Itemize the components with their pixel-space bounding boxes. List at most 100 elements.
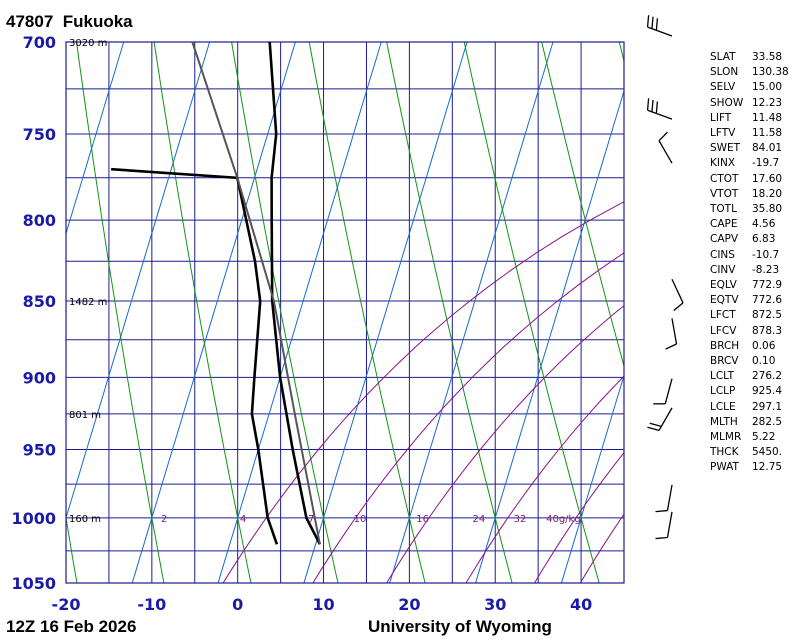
index-value: 4.56	[752, 218, 776, 231]
wind-barb-flag	[646, 15, 650, 28]
wind-barb-flag	[673, 302, 684, 312]
index-value: 0.10	[752, 355, 776, 368]
index-row: LIFT 11.48	[710, 111, 800, 126]
wind-barb-flag	[647, 426, 660, 432]
y-tick-label: 850	[23, 292, 56, 311]
y-tick-label: 1000	[11, 509, 56, 528]
index-value: 35.80	[752, 203, 783, 216]
index-value: 772.6	[752, 294, 783, 307]
index-row: VTOT 18.20	[710, 187, 800, 202]
index-value: -10.7	[752, 248, 780, 261]
index-name: CAPE	[710, 218, 738, 231]
index-row: MLMR 5.22	[710, 430, 800, 445]
index-name: LFTV	[710, 127, 736, 140]
stability-indices-panel: SLAT 33.58 SLON 130.38 SELV 15.00 SHOW 12.23 LIF…	[710, 50, 800, 476]
index-value: 878.3	[752, 324, 783, 337]
index-value: 12.23	[752, 96, 783, 109]
mixing-ratio-label: 2	[161, 514, 167, 525]
index-row: CAPE 4.56	[710, 217, 800, 232]
dry-adiabat-line	[386, 42, 513, 583]
x-tick-label: 40	[570, 595, 592, 614]
index-value: -8.23	[752, 263, 780, 276]
index-row: BRCH 0.06	[710, 339, 800, 354]
isotherm-line	[66, 42, 125, 236]
x-tick-label: 0	[232, 595, 243, 614]
wind-barb-shaft	[671, 318, 678, 345]
index-value: 33.58	[752, 51, 783, 63]
isotherm-line	[560, 373, 624, 583]
wind-barb-shaft	[664, 378, 673, 404]
dew-point-profile-line	[111, 167, 279, 545]
index-name: BRCH	[710, 339, 740, 352]
index-row: LCLE 297.1	[710, 400, 800, 415]
index-row: TOTL 35.80	[710, 202, 800, 217]
index-value: -19.7	[752, 157, 780, 170]
wind-barb-flag	[646, 98, 650, 111]
index-row: SELV 15.00	[710, 80, 800, 95]
index-value: 0.06	[752, 339, 776, 352]
index-value: 872.5	[752, 309, 783, 322]
index-row: LFCV 878.3	[710, 324, 800, 339]
index-row: LCLT 276.2	[710, 369, 800, 384]
wind-barb-shaft	[658, 407, 673, 431]
height-label: 801 m	[69, 410, 101, 421]
wind-barb-flag	[655, 18, 659, 31]
index-name: CAPV	[710, 233, 739, 246]
index-name: TOTL	[710, 203, 737, 216]
isotherm-line	[389, 42, 554, 583]
height-label: 1482 m	[69, 297, 107, 308]
y-tick-label: 700	[23, 33, 56, 52]
index-row: CINS -10.7	[710, 248, 800, 263]
isotherm-line	[0, 42, 38, 583]
dry-adiabat-line	[76, 42, 165, 583]
index-value: 11.48	[752, 111, 783, 124]
mixing-ratio-label: 24	[472, 514, 485, 525]
index-name: VTOT	[710, 187, 739, 200]
data-source: University of Wyoming	[368, 617, 552, 636]
index-row: SLON 130.38	[710, 65, 800, 80]
mixing-ratio-label: 16	[416, 514, 429, 525]
dry-adiabat-line	[231, 42, 339, 583]
mixing-ratio-label: 40g/kg	[546, 514, 581, 525]
wind-barb-shaft	[647, 109, 673, 120]
dry-adiabat-line	[308, 42, 426, 583]
dry-adiabat-line	[66, 514, 78, 583]
index-value: 5450.	[752, 446, 783, 459]
wind-barb-shaft	[666, 484, 673, 511]
index-row: MLTH 282.5	[710, 415, 800, 430]
observation-time: 12Z 16 Feb 2026	[6, 617, 137, 636]
station-id: 47807	[6, 12, 54, 31]
plot-frame	[65, 41, 625, 584]
x-tick-label: 20	[398, 595, 420, 614]
index-row: SWET 84.01	[710, 141, 800, 156]
wind-barb-shaft	[647, 26, 673, 37]
index-row: PWAT 12.75	[710, 460, 800, 475]
index-row: CINV -8.23	[710, 263, 800, 278]
index-row: CAPV 6.83	[710, 232, 800, 247]
index-value: 6.83	[752, 233, 776, 246]
wind-barb-shaft	[666, 511, 673, 538]
index-name: KINX	[710, 157, 736, 170]
index-row: BRCV 0.10	[710, 354, 800, 369]
isotherm-line	[217, 42, 382, 583]
wind-barb-shaft	[658, 140, 673, 164]
mixing-ratio-label: 7	[308, 514, 314, 525]
x-tick-label: -10	[137, 595, 166, 614]
index-value: 12.75	[752, 461, 783, 474]
index-name: MLMR	[710, 431, 742, 444]
index-name: LIFT	[710, 111, 732, 124]
mixing-ratio-line	[534, 451, 624, 583]
index-value: 130.38	[752, 66, 789, 79]
index-value: 925.4	[752, 385, 783, 398]
mixing-ratio-label: 4	[240, 514, 246, 525]
isotherm-line	[475, 89, 624, 583]
isotherm-line	[131, 42, 296, 583]
wind-barb-flag	[649, 422, 662, 427]
index-name: SELV	[710, 81, 736, 94]
station-name: Fukuoka	[62, 12, 133, 31]
index-value: 276.2	[752, 370, 783, 383]
wind-barb-flag	[651, 99, 654, 112]
y-tick-label: 800	[23, 211, 56, 230]
index-value: 84.01	[752, 142, 783, 155]
